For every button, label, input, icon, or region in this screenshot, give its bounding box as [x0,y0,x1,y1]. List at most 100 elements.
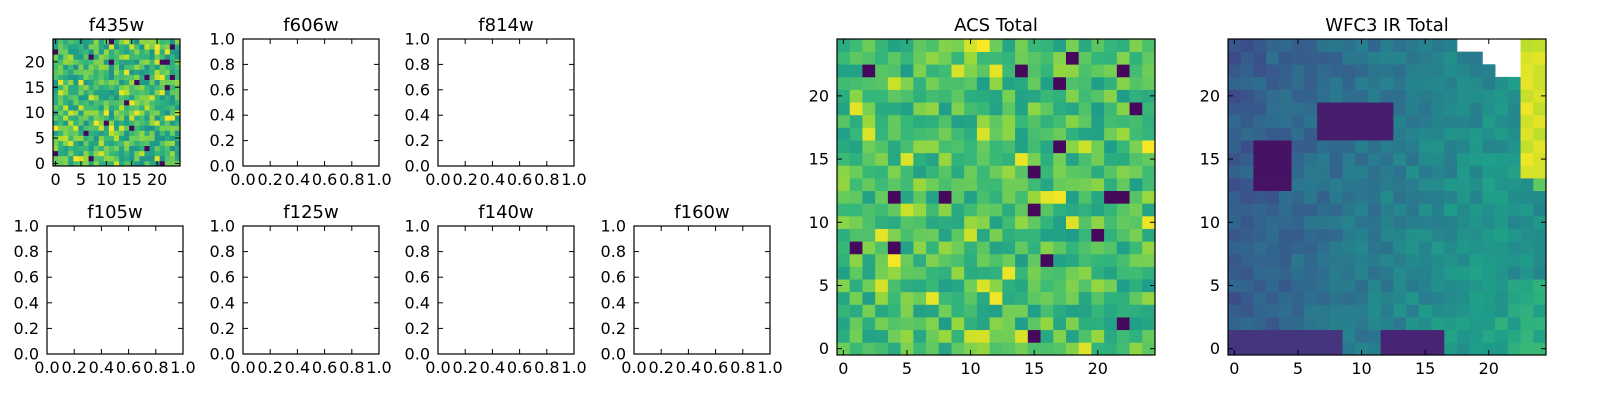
heatmap-cell [1266,190,1280,204]
heatmap-cell [1002,203,1016,217]
heatmap-cell [887,178,901,192]
heatmap-cell [1495,152,1509,166]
heatmap-cell [926,317,940,331]
heatmap-cell [119,59,125,65]
heatmap-cell [887,253,901,267]
heatmap-cell [129,64,135,70]
heatmap-cell [1078,291,1092,305]
heatmap-cell [154,49,161,55]
heatmap-cell [1266,165,1280,179]
heatmap-cell [1406,89,1420,103]
heatmap-cell [149,79,155,86]
heatmap-cell [1253,215,1267,229]
heatmap-cell [1469,203,1483,217]
heatmap-cell [1015,266,1029,280]
heatmap-cell [1091,102,1105,116]
heatmap-cell [1495,76,1509,90]
heatmap-cell [1129,190,1143,204]
heatmap-cell [989,190,1003,204]
heatmap-cell [144,69,150,75]
heatmap-cell [976,51,990,65]
heatmap-cell [83,74,89,80]
heatmap-cell [169,155,176,162]
heatmap-cell [1266,291,1280,305]
heatmap-cell [1065,165,1080,179]
heatmap-cell [1355,329,1369,343]
heatmap-cell [1078,266,1092,280]
heatmap-cell [1253,140,1267,154]
heatmap-cell [1240,279,1254,293]
heatmap-cell [164,49,171,55]
heatmap-cell [83,54,89,60]
heatmap-cell [119,150,125,157]
heatmap-cell [1240,253,1254,267]
heatmap-cell [159,155,166,162]
heatmap-cell [1469,114,1483,128]
heatmap-cell [149,59,155,65]
heatmap-cell [119,89,125,96]
heatmap-cell [964,89,978,103]
heatmap-cell [1317,102,1331,116]
heatmap-cell [1355,253,1369,267]
heatmap-cell [108,54,115,60]
heatmap-cell [1406,140,1420,154]
heatmap-cell [951,127,965,141]
heatmap-cell [73,79,79,86]
heatmap-cell [976,76,990,90]
heatmap-cell [159,64,166,70]
heatmap-cell [1317,342,1331,356]
y-tick-label: 0.0 [405,157,430,176]
heatmap-cell [875,140,889,154]
heatmap-cell [1228,203,1242,217]
heatmap-cell [93,105,100,111]
heatmap-cell [1142,51,1156,65]
heatmap-cell [78,44,84,50]
heatmap-cell [913,102,927,116]
heatmap-cell [1367,241,1381,255]
heatmap-cell [119,130,125,136]
heatmap-cell [1317,51,1331,65]
heatmap-cell [837,329,851,343]
heatmap-cell [88,140,94,147]
heatmap-cell [976,140,990,154]
heatmap-cell [1418,165,1432,179]
heatmap-cell [1278,203,1292,217]
heatmap-cell [837,215,851,229]
heatmap-cell [1266,253,1280,267]
heatmap-cell [108,140,115,147]
heatmap-cell [1027,304,1041,318]
heatmap-cell [174,120,181,126]
heatmap-cell [1431,342,1445,356]
heatmap-cell [1027,76,1041,90]
heatmap-cell [862,266,876,280]
heatmap-cell [108,150,115,157]
heatmap-cell [1418,329,1432,343]
heatmap-cell [1380,89,1394,103]
heatmap-cell [1104,203,1118,217]
x-tick-label: 1.0 [170,358,195,377]
heatmap-cell [1507,89,1521,103]
heatmap-cell [837,89,851,103]
heatmap-cell [1228,266,1242,280]
heatmap-cell [1091,228,1105,242]
heatmap-cell [1002,178,1016,192]
heatmap-cell [108,115,115,121]
heatmap-cell [1091,253,1105,267]
heatmap-cell [1091,342,1105,356]
heatmap-cell [1027,64,1041,78]
heatmap-cell [103,74,110,80]
heatmap-cell [887,64,901,78]
heatmap-cell [1116,215,1130,229]
x-tick-label: 0.2 [452,170,477,189]
heatmap-cell [1240,329,1254,343]
heatmap-cell [1304,89,1318,103]
heatmap-cell [1393,51,1407,65]
heatmap-cell [1228,140,1242,154]
heatmap-cell [1406,127,1420,141]
heatmap-cell [1507,215,1521,229]
heatmap-cell [1304,178,1318,192]
heatmap-cell [913,89,927,103]
heatmap-cell [1406,152,1420,166]
heatmap-cell [1291,253,1305,267]
panel-title: f105w [87,202,142,223]
